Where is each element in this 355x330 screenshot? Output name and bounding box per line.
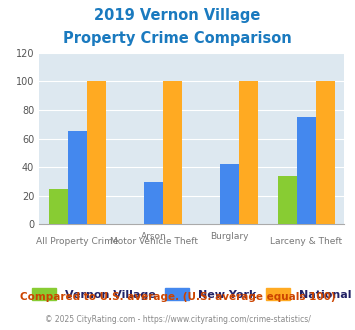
Text: Motor Vehicle Theft: Motor Vehicle Theft	[110, 237, 197, 246]
Text: Arson: Arson	[141, 232, 166, 241]
Bar	[163, 82, 182, 224]
Text: 2019 Vernon Village: 2019 Vernon Village	[94, 8, 261, 23]
Bar	[220, 164, 239, 224]
Bar	[316, 82, 335, 224]
Bar	[144, 182, 163, 224]
Bar	[278, 176, 297, 224]
Bar	[87, 82, 106, 224]
Bar	[49, 189, 68, 224]
Text: Burglary: Burglary	[211, 232, 249, 241]
Text: © 2025 CityRating.com - https://www.cityrating.com/crime-statistics/: © 2025 CityRating.com - https://www.city…	[45, 315, 310, 324]
Text: All Property Crime: All Property Crime	[36, 237, 119, 246]
Text: Compared to U.S. average. (U.S. average equals 100): Compared to U.S. average. (U.S. average …	[20, 292, 335, 302]
Bar	[68, 131, 87, 224]
Text: Larceny & Theft: Larceny & Theft	[270, 237, 342, 246]
Bar	[297, 117, 316, 224]
Bar	[239, 82, 258, 224]
Legend: Vernon Village, New York, National: Vernon Village, New York, National	[28, 284, 355, 305]
Text: Property Crime Comparison: Property Crime Comparison	[63, 31, 292, 46]
